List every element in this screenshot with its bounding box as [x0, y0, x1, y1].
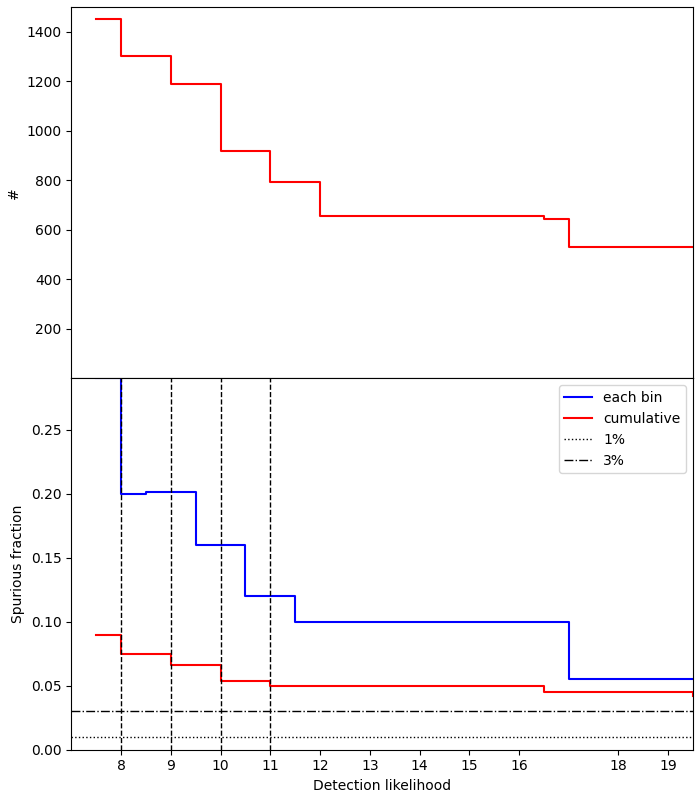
- cumulative: [540, 687, 548, 697]
- each bin: [241, 591, 250, 601]
- Line: each bin: each bin: [96, 378, 693, 679]
- Legend: each bin, cumulative, 1%, 3%: each bin, cumulative, 1%, 3%: [559, 386, 686, 474]
- each bin: [540, 617, 548, 626]
- cumulative: [365, 681, 374, 690]
- each bin: [92, 374, 100, 383]
- cumulative: [564, 687, 573, 697]
- each bin: [316, 617, 324, 626]
- cumulative: [92, 630, 100, 639]
- Y-axis label: #: #: [7, 186, 21, 198]
- cumulative: [689, 691, 697, 701]
- each bin: [291, 617, 300, 626]
- cumulative: [266, 681, 274, 690]
- cumulative: [316, 681, 324, 690]
- each bin: [117, 489, 125, 498]
- each bin: [167, 487, 175, 497]
- cumulative: [117, 649, 125, 658]
- Y-axis label: Spurious fraction: Spurious fraction: [11, 505, 25, 623]
- X-axis label: Detection likelihood: Detection likelihood: [313, 779, 452, 793]
- cumulative: [291, 681, 300, 690]
- cumulative: [216, 676, 225, 686]
- Line: cumulative: cumulative: [96, 634, 693, 696]
- cumulative: [192, 661, 200, 670]
- cumulative: [241, 676, 250, 686]
- cumulative: [167, 661, 175, 670]
- each bin: [365, 617, 374, 626]
- each bin: [564, 674, 573, 684]
- cumulative: [142, 649, 150, 658]
- each bin: [266, 591, 274, 601]
- each bin: [192, 540, 200, 550]
- each bin: [689, 674, 697, 684]
- each bin: [142, 487, 150, 497]
- each bin: [216, 540, 225, 550]
